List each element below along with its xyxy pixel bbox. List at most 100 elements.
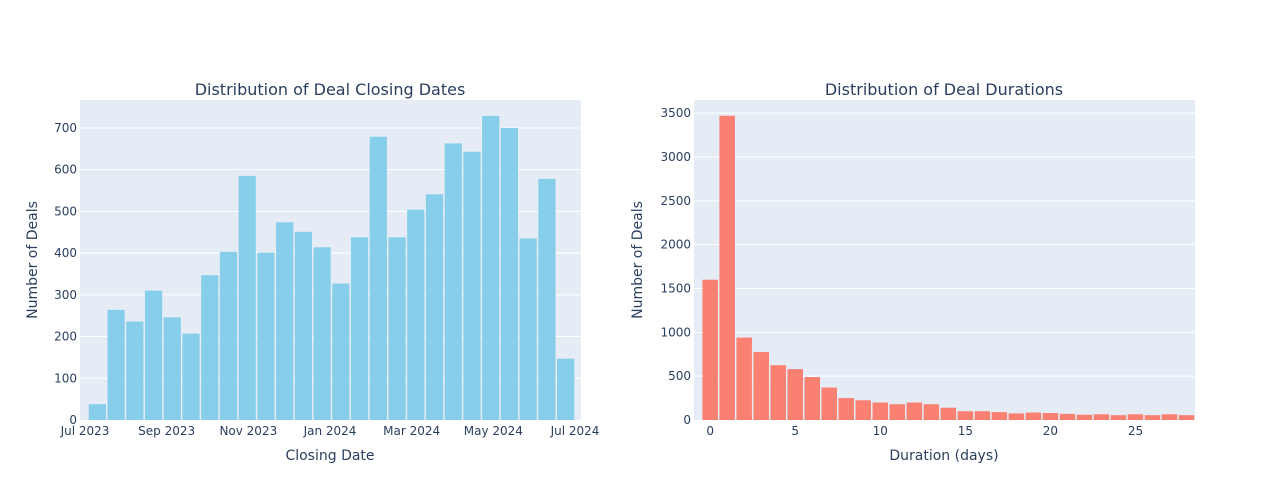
bar bbox=[1025, 412, 1042, 420]
bar bbox=[821, 387, 838, 420]
bar bbox=[444, 143, 462, 420]
x-tick-label: Sep 2023 bbox=[138, 424, 195, 438]
closing-dates-y-axis-label: Number of Deals bbox=[25, 201, 41, 319]
x-tick-label: Jul 2023 bbox=[60, 424, 110, 438]
durations-y-axis-label: Number of Deals bbox=[630, 201, 646, 319]
y-tick-label: 0 bbox=[683, 413, 691, 427]
y-tick-label: 3000 bbox=[660, 150, 691, 164]
closing-dates-bars bbox=[88, 115, 575, 421]
bar bbox=[407, 209, 425, 420]
bar bbox=[388, 237, 406, 420]
bar bbox=[957, 411, 974, 420]
bar bbox=[1127, 414, 1144, 420]
durations-title: Distribution of Deal Durations bbox=[825, 80, 1063, 99]
x-tick-label: May 2024 bbox=[464, 424, 523, 438]
bar bbox=[463, 151, 481, 421]
x-tick-label: 15 bbox=[958, 424, 973, 438]
y-tick-label: 200 bbox=[54, 330, 77, 344]
bar bbox=[889, 404, 906, 420]
bar bbox=[906, 402, 923, 420]
bar bbox=[1110, 415, 1127, 420]
bar bbox=[1093, 414, 1110, 420]
x-tick-label: Jul 2024 bbox=[550, 424, 600, 438]
y-tick-label: 3500 bbox=[660, 106, 691, 120]
bar bbox=[126, 321, 144, 420]
bar bbox=[940, 407, 957, 420]
y-tick-label: 1000 bbox=[660, 325, 691, 339]
durations-bars bbox=[702, 115, 1195, 420]
bar bbox=[482, 115, 500, 420]
bar bbox=[1008, 413, 1025, 420]
y-tick-label: 500 bbox=[54, 204, 77, 218]
bar bbox=[369, 136, 387, 420]
bar bbox=[163, 317, 181, 420]
bar bbox=[787, 369, 803, 420]
bar bbox=[974, 411, 991, 420]
bar bbox=[855, 400, 872, 420]
closing-dates-x-axis-label: Closing Date bbox=[285, 448, 374, 464]
y-tick-label: 1500 bbox=[660, 281, 691, 295]
bar bbox=[1059, 413, 1076, 420]
bar bbox=[804, 377, 820, 420]
y-tick-label: 400 bbox=[54, 246, 77, 260]
bar bbox=[923, 404, 940, 420]
bar bbox=[1178, 415, 1195, 420]
bar bbox=[1042, 412, 1059, 420]
bar bbox=[1144, 415, 1161, 420]
bar bbox=[538, 178, 556, 420]
bar bbox=[1076, 414, 1093, 420]
bar bbox=[294, 231, 313, 420]
bar bbox=[332, 283, 350, 420]
x-tick-label: 25 bbox=[1128, 424, 1143, 438]
x-tick-label: 10 bbox=[873, 424, 888, 438]
bar bbox=[313, 247, 331, 420]
bar bbox=[201, 275, 219, 420]
x-tick-label: 20 bbox=[1043, 424, 1058, 438]
y-tick-label: 100 bbox=[54, 371, 77, 385]
x-tick-label: Jan 2024 bbox=[303, 424, 357, 438]
bar bbox=[753, 352, 769, 420]
bar bbox=[107, 309, 125, 420]
durations-y-ticks: 0 500 1000 1500 2000 2500 3000 3500 bbox=[660, 106, 691, 427]
bar bbox=[557, 358, 575, 420]
closing-dates-y-ticks: 0 100 200 300 400 500 600 700 bbox=[54, 121, 77, 427]
closing-dates-chart: 0 100 200 300 400 500 600 700 Jul 2023 Sep 2023 N… bbox=[25, 80, 599, 464]
x-tick-label: 0 bbox=[706, 424, 714, 438]
bar bbox=[838, 398, 855, 420]
closing-dates-x-ticks: Jul 2023 Sep 2023 Nov 2023 Jan 2024 Mar 2024… bbox=[60, 424, 600, 438]
bar bbox=[425, 194, 444, 420]
bar bbox=[182, 333, 200, 420]
y-tick-label: 500 bbox=[668, 369, 691, 383]
durations-x-ticks: 0 5 10 15 20 25 bbox=[706, 424, 1143, 438]
bar bbox=[1161, 414, 1178, 420]
y-tick-label: 2000 bbox=[660, 238, 691, 252]
bar bbox=[219, 251, 238, 420]
bar bbox=[702, 279, 718, 420]
bar bbox=[991, 412, 1008, 420]
y-tick-label: 0 bbox=[69, 413, 77, 427]
bar bbox=[519, 238, 537, 420]
closing-dates-title: Distribution of Deal Closing Dates bbox=[195, 80, 466, 99]
y-tick-label: 2500 bbox=[660, 194, 691, 208]
y-tick-label: 700 bbox=[54, 121, 77, 135]
durations-plot-area bbox=[694, 100, 1195, 420]
bar bbox=[872, 402, 889, 420]
bar bbox=[350, 237, 369, 420]
bar bbox=[88, 404, 106, 420]
bar bbox=[500, 127, 519, 420]
y-tick-label: 600 bbox=[54, 163, 77, 177]
x-tick-label: 5 bbox=[791, 424, 799, 438]
bar bbox=[144, 290, 163, 420]
bar bbox=[257, 252, 275, 420]
bar bbox=[276, 222, 294, 420]
durations-x-axis-label: Duration (days) bbox=[889, 448, 998, 464]
bar bbox=[736, 337, 752, 420]
bar bbox=[719, 115, 735, 420]
bar bbox=[770, 365, 786, 420]
y-tick-label: 300 bbox=[54, 288, 77, 302]
x-tick-label: Nov 2023 bbox=[219, 424, 277, 438]
x-tick-label: Mar 2024 bbox=[383, 424, 440, 438]
bar bbox=[238, 175, 256, 420]
